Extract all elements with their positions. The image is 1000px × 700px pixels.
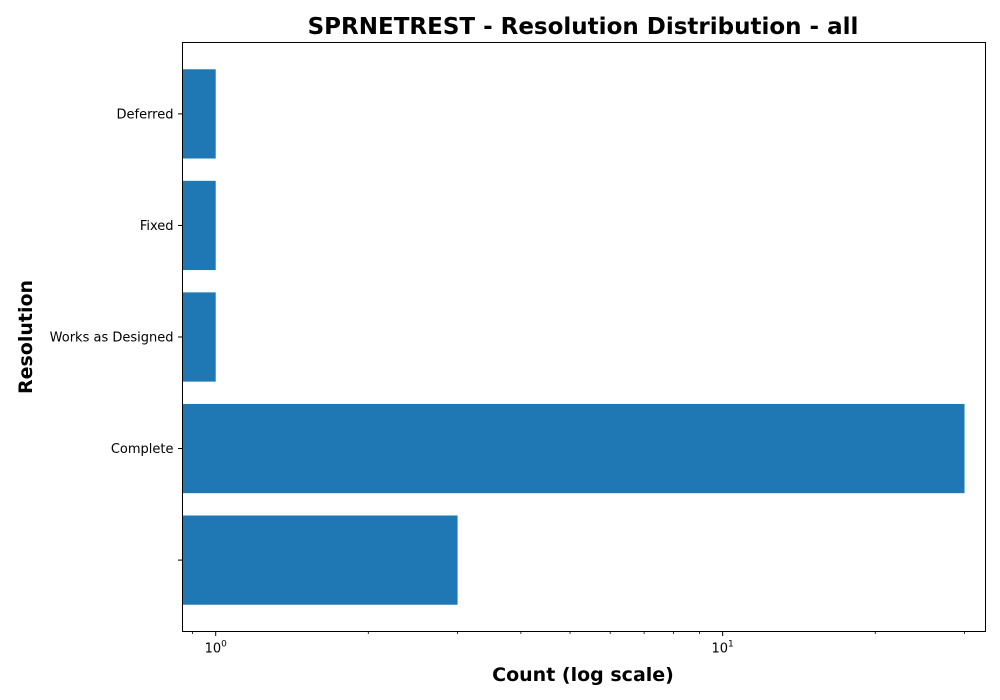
y-axis-ticks: Complete Works as Designed Fixed Deferred (50, 107, 183, 561)
x-tick-label: 100 (205, 640, 228, 657)
y-tick-label-fixed: Fixed (140, 219, 174, 234)
x-tick-label: 101 (712, 640, 734, 657)
y-tick-label-works-as-designed: Works as Designed (50, 331, 174, 346)
plot-frame (182, 42, 986, 632)
bar-fixed (182, 180, 216, 271)
y-tick-label-deferred: Deferred (116, 107, 173, 122)
bar-works-as-designed (182, 292, 216, 382)
y-axis-label: Resolution (15, 280, 37, 394)
x-axis-label: Count (log scale) (492, 664, 674, 686)
chart-title: SPRNETREST - Resolution Distribution - a… (308, 14, 859, 40)
bar-blank (182, 515, 458, 605)
y-tick-label-complete: Complete (111, 442, 174, 457)
x-axis-ticks: 100 101 (192, 631, 965, 657)
bar-complete (182, 403, 965, 494)
bars-group (182, 69, 965, 605)
bar-deferred (182, 69, 216, 159)
